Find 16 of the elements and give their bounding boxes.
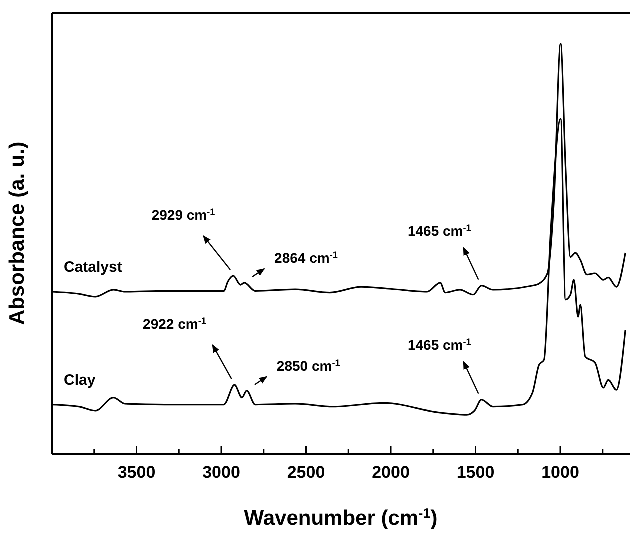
- annotation: 1465 cm$^{-1}$: [408, 222, 472, 239]
- annotation: 1465 cm$^{-1}$: [408, 336, 472, 353]
- annotation: 2922 cm$^{-1}$: [143, 316, 206, 332]
- x-tick-label: 3000: [202, 463, 240, 482]
- x-axis-title: Wavenumber (cm$^{-1}$): [244, 506, 438, 530]
- x-tick-label: 2500: [287, 463, 326, 482]
- annotation: 2864 cm$^{-1}$: [274, 250, 338, 266]
- annotation: 2850 cm$^{-1}$: [276, 358, 340, 374]
- x-tick-label: 2000: [372, 463, 410, 482]
- x-tick-label: 1500: [456, 463, 495, 482]
- x-tick-label: 1000: [542, 463, 580, 482]
- y-axis-title: Absorbance (a. u.): [6, 142, 29, 326]
- series-label: Clay: [64, 372, 96, 389]
- series-label: Catalyst: [64, 259, 122, 276]
- annotation: 2929 cm$^{-1}$: [152, 207, 216, 224]
- x-tick-label: 3500: [118, 463, 156, 482]
